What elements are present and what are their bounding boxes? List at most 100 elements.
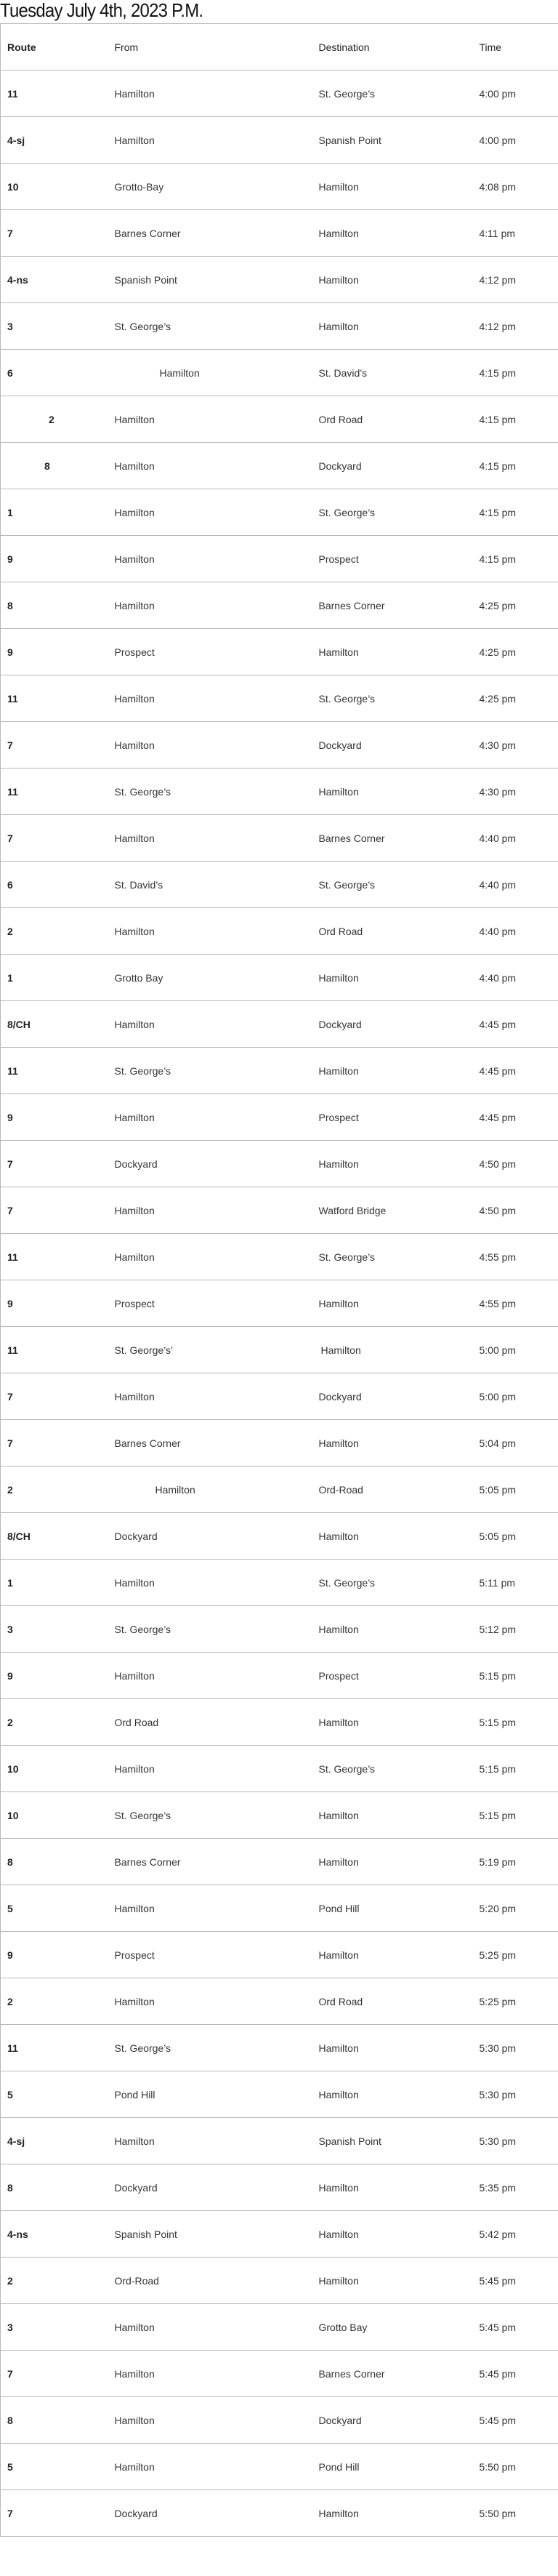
cell-destination: Hamilton bbox=[312, 1605, 473, 1653]
cell-destination: Hamilton bbox=[312, 1140, 473, 1187]
cell-destination: St. George’s bbox=[312, 1559, 473, 1606]
cell-route: 10 bbox=[0, 1791, 108, 1839]
cell-from: Hamilton bbox=[108, 1885, 312, 1932]
cell-time: 4:40 pm bbox=[472, 861, 558, 908]
cell-time: 4:00 pm bbox=[472, 70, 558, 117]
table-row: 8/CH Dockyard Hamilton 5:05 pm bbox=[0, 1512, 558, 1560]
cell-route: 10 bbox=[0, 1745, 108, 1792]
cell-destination: St. David’s bbox=[312, 349, 473, 396]
cell-destination: Prospect bbox=[312, 535, 473, 582]
cell-time: 5:45 pm bbox=[472, 2396, 558, 2444]
cell-time: 4:12 pm bbox=[472, 256, 558, 303]
cell-time: 4:55 pm bbox=[472, 1280, 558, 1327]
cell-route: 7 bbox=[0, 1187, 108, 1234]
cell-route: 1 bbox=[0, 1559, 108, 1606]
cell-route: 7 bbox=[0, 721, 108, 769]
cell-destination: Hamilton bbox=[312, 1047, 473, 1094]
cell-time: 4:25 pm bbox=[472, 675, 558, 722]
cell-route: 11 bbox=[0, 675, 108, 722]
cell-time: 5:35 pm bbox=[472, 2164, 558, 2211]
cell-route: 7 bbox=[0, 209, 108, 257]
cell-destination: Hamilton bbox=[312, 1791, 473, 1839]
cell-from: Spanish Point bbox=[108, 256, 312, 303]
table-row: 9 Hamilton Prospect 4:45 pm bbox=[0, 1094, 558, 1141]
cell-from: Barnes Corner bbox=[108, 209, 312, 257]
table-row: 10 Hamilton St. George’s 5:15 pm bbox=[0, 1745, 558, 1792]
table-row: 9 Hamilton Prospect 4:15 pm bbox=[0, 535, 558, 582]
cell-from: St. George’s bbox=[108, 302, 312, 350]
table-row: 7 Hamilton Watford Bridge 4:50 pm bbox=[0, 1187, 558, 1234]
cell-from: Hamilton bbox=[108, 70, 312, 117]
table-row: 8 Hamilton Dockyard 5:45 pm bbox=[0, 2396, 558, 2444]
cell-destination: Dockyard bbox=[312, 442, 473, 489]
cell-route: 9 bbox=[0, 628, 108, 675]
cell-time: 5:05 pm bbox=[472, 1466, 558, 1513]
cell-time: 4:55 pm bbox=[472, 1233, 558, 1280]
cell-time: 4:15 pm bbox=[472, 442, 558, 489]
cell-from: Hamilton bbox=[108, 1652, 312, 1699]
cell-destination: St. George’s bbox=[312, 1233, 473, 1280]
table-row: 4-ns Spanish Point Hamilton 5:42 pm bbox=[0, 2210, 558, 2258]
cell-from: Hamilton bbox=[108, 907, 312, 955]
cell-route: 7 bbox=[0, 1140, 108, 1187]
table-row: 5 Hamilton Pond Hill 5:50 pm bbox=[0, 2443, 558, 2490]
cell-route: 2 bbox=[0, 1466, 108, 1513]
cell-route: 7 bbox=[0, 1419, 108, 1466]
cell-destination: Hamilton bbox=[312, 2071, 473, 2118]
cell-time: 4:45 pm bbox=[472, 1047, 558, 1094]
table-row: 4-sj Hamilton Spanish Point 5:30 pm bbox=[0, 2117, 558, 2164]
cell-destination: Hamilton bbox=[312, 163, 473, 210]
cell-from: Dockyard bbox=[108, 1140, 312, 1187]
header-route: Route bbox=[0, 23, 108, 71]
cell-route: 8/CH bbox=[0, 1512, 108, 1560]
cell-time: 5:42 pm bbox=[472, 2210, 558, 2258]
cell-from: St. George’s bbox=[108, 1791, 312, 1839]
cell-destination: Dockyard bbox=[312, 2396, 473, 2444]
cell-from: Spanish Point bbox=[108, 2210, 312, 2258]
table-row: 1 Hamilton St. George’s 4:15 pm bbox=[0, 489, 558, 536]
cell-destination: Hamilton bbox=[312, 2024, 473, 2071]
cell-destination: Pond Hill bbox=[312, 1885, 473, 1932]
cell-time: 4:40 pm bbox=[472, 814, 558, 862]
cell-from: Hamilton bbox=[108, 1978, 312, 2025]
cell-route: 1 bbox=[0, 954, 108, 1001]
header-time: Time bbox=[472, 23, 558, 71]
table-row: 7 Hamilton Barnes Corner 5:45 pm bbox=[0, 2350, 558, 2397]
cell-route: 8 bbox=[0, 2164, 108, 2211]
table-row: 10 Grotto-Bay Hamilton 4:08 pm bbox=[0, 163, 558, 210]
cell-route: 7 bbox=[0, 2489, 108, 2537]
cell-from: Hamilton bbox=[108, 1000, 312, 1048]
table-row: 1 Grotto Bay Hamilton 4:40 pm bbox=[0, 954, 558, 1001]
cell-time: 5:25 pm bbox=[472, 1931, 558, 1978]
cell-time: 4:45 pm bbox=[472, 1000, 558, 1048]
cell-time: 5:45 pm bbox=[472, 2257, 558, 2304]
cell-from: Hamilton bbox=[108, 675, 312, 722]
table-row: 11 Hamilton St. George’s 4:00 pm bbox=[0, 70, 558, 117]
cell-destination: Hamilton bbox=[312, 1512, 473, 1560]
cell-time: 4:25 pm bbox=[472, 628, 558, 675]
cell-from: Prospect bbox=[108, 1280, 312, 1327]
table-row: 11 Hamilton St. George’s 4:25 pm bbox=[0, 675, 558, 722]
cell-from: Hamilton bbox=[108, 1233, 312, 1280]
table-row: 6 Hamilton St. David’s 4:15 pm bbox=[0, 349, 558, 396]
cell-route: 5 bbox=[0, 1885, 108, 1932]
cell-route: 7 bbox=[0, 814, 108, 862]
cell-destination: Hamilton bbox=[312, 1838, 473, 1885]
cell-route: 9 bbox=[0, 1652, 108, 1699]
cell-route: 11 bbox=[0, 768, 108, 815]
cell-time: 5:15 pm bbox=[472, 1745, 558, 1792]
cell-destination: Dockyard bbox=[312, 721, 473, 769]
cell-time: 4:50 pm bbox=[472, 1140, 558, 1187]
cell-destination: Watford Bridge bbox=[312, 1187, 473, 1234]
cell-destination: Ord Road bbox=[312, 396, 473, 443]
cell-from: Ord-Road bbox=[108, 2257, 312, 2304]
cell-time: 5:05 pm bbox=[472, 1512, 558, 1560]
header-destination: Destination bbox=[312, 23, 473, 71]
cell-from: St. David’s bbox=[108, 861, 312, 908]
table-row: 7 Barnes Corner Hamilton 5:04 pm bbox=[0, 1419, 558, 1466]
cell-destination: Hamilton bbox=[312, 1280, 473, 1327]
cell-from: St. George’s bbox=[108, 2024, 312, 2071]
cell-destination: Hamilton bbox=[312, 1326, 473, 1373]
cell-time: 4:15 pm bbox=[472, 349, 558, 396]
cell-route: 11 bbox=[0, 70, 108, 117]
